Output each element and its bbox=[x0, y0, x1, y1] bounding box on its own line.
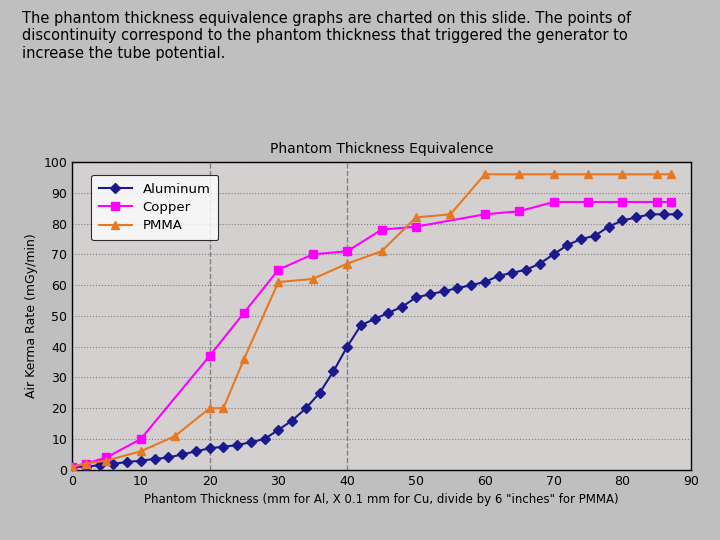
Aluminum bbox=[563, 242, 572, 248]
Aluminum bbox=[122, 459, 131, 465]
Copper bbox=[343, 248, 351, 254]
Aluminum bbox=[590, 233, 599, 239]
Aluminum bbox=[549, 251, 558, 258]
Text: The phantom thickness equivalence graphs are charted on this slide. The points o: The phantom thickness equivalence graphs… bbox=[22, 11, 631, 60]
Aluminum bbox=[618, 217, 626, 224]
PMMA bbox=[480, 171, 489, 178]
Aluminum bbox=[412, 294, 420, 301]
Aluminum bbox=[522, 266, 531, 273]
Copper bbox=[274, 266, 283, 273]
Aluminum bbox=[274, 427, 283, 433]
PMMA bbox=[102, 457, 111, 464]
Line: Copper: Copper bbox=[68, 198, 675, 471]
Aluminum bbox=[68, 463, 76, 470]
Copper bbox=[308, 251, 317, 258]
Aluminum bbox=[646, 211, 654, 218]
Aluminum bbox=[164, 454, 173, 461]
Aluminum bbox=[233, 442, 241, 448]
PMMA bbox=[515, 171, 523, 178]
Aluminum bbox=[508, 269, 517, 276]
Aluminum bbox=[343, 343, 351, 350]
Copper bbox=[377, 226, 386, 233]
X-axis label: Phantom Thickness (mm for Al, X 0.1 mm for Cu, divide by 6 "inches" for PMMA): Phantom Thickness (mm for Al, X 0.1 mm f… bbox=[144, 493, 619, 506]
Aluminum bbox=[536, 260, 544, 267]
Aluminum bbox=[439, 288, 448, 294]
Aluminum bbox=[137, 457, 145, 464]
Copper bbox=[137, 436, 145, 442]
Aluminum bbox=[261, 436, 269, 442]
Aluminum bbox=[577, 235, 585, 242]
Aluminum bbox=[467, 282, 475, 288]
Aluminum bbox=[673, 211, 682, 218]
PMMA bbox=[219, 405, 228, 411]
Copper bbox=[68, 463, 76, 470]
Line: Aluminum: Aluminum bbox=[68, 211, 681, 470]
PMMA bbox=[666, 171, 675, 178]
Copper bbox=[205, 353, 214, 359]
PMMA bbox=[377, 248, 386, 254]
Aluminum bbox=[604, 224, 613, 230]
PMMA bbox=[446, 211, 455, 218]
Copper bbox=[584, 199, 593, 205]
Legend: Aluminum, Copper, PMMA: Aluminum, Copper, PMMA bbox=[91, 175, 218, 240]
Y-axis label: Air Kerma Rate (mGy/min): Air Kerma Rate (mGy/min) bbox=[24, 233, 37, 399]
Aluminum bbox=[494, 273, 503, 279]
Text: Phantom Thickness Equivalence: Phantom Thickness Equivalence bbox=[270, 141, 493, 156]
PMMA bbox=[652, 171, 661, 178]
Aluminum bbox=[384, 309, 393, 316]
Aluminum bbox=[81, 463, 90, 470]
Aluminum bbox=[109, 461, 117, 467]
Aluminum bbox=[370, 316, 379, 322]
PMMA bbox=[171, 433, 179, 439]
PMMA bbox=[308, 276, 317, 282]
PMMA bbox=[343, 260, 351, 267]
Aluminum bbox=[356, 322, 365, 328]
Copper bbox=[480, 211, 489, 218]
Aluminum bbox=[178, 451, 186, 458]
PMMA bbox=[549, 171, 558, 178]
Copper bbox=[81, 461, 90, 467]
Aluminum bbox=[632, 214, 641, 221]
PMMA bbox=[274, 279, 283, 285]
Copper bbox=[515, 208, 523, 214]
Aluminum bbox=[219, 443, 228, 450]
PMMA bbox=[68, 463, 76, 470]
PMMA bbox=[81, 461, 90, 467]
PMMA bbox=[412, 214, 420, 221]
Aluminum bbox=[660, 211, 668, 218]
Aluminum bbox=[288, 417, 297, 424]
Line: PMMA: PMMA bbox=[68, 170, 675, 471]
Copper bbox=[618, 199, 626, 205]
PMMA bbox=[205, 405, 214, 411]
Aluminum bbox=[426, 291, 434, 298]
Copper bbox=[549, 199, 558, 205]
Aluminum bbox=[95, 462, 104, 468]
Aluminum bbox=[329, 368, 338, 375]
Aluminum bbox=[150, 456, 159, 462]
Aluminum bbox=[205, 445, 214, 451]
PMMA bbox=[584, 171, 593, 178]
Copper bbox=[652, 199, 661, 205]
Aluminum bbox=[302, 405, 310, 411]
Copper bbox=[102, 454, 111, 461]
Aluminum bbox=[192, 448, 200, 455]
Copper bbox=[412, 224, 420, 230]
Aluminum bbox=[398, 303, 407, 310]
Aluminum bbox=[453, 285, 462, 292]
PMMA bbox=[618, 171, 626, 178]
Aluminum bbox=[315, 390, 324, 396]
PMMA bbox=[240, 356, 248, 362]
Copper bbox=[666, 199, 675, 205]
PMMA bbox=[137, 448, 145, 455]
Aluminum bbox=[246, 439, 255, 446]
Aluminum bbox=[480, 279, 489, 285]
Copper bbox=[240, 309, 248, 316]
